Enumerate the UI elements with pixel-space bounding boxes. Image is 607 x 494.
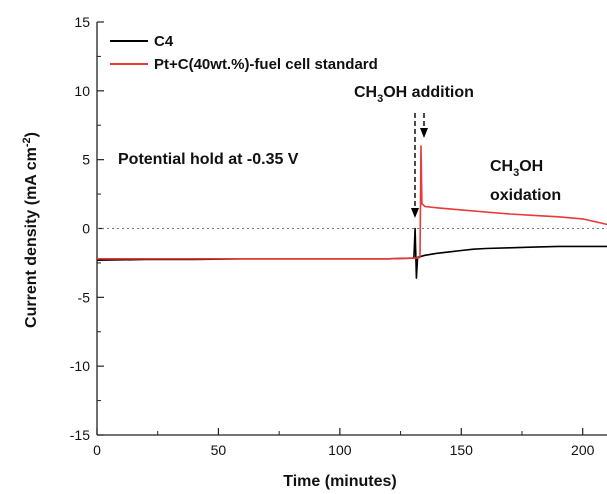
y-tick-label: 0 bbox=[82, 221, 90, 237]
addition-annotation: CH3OH addition bbox=[354, 84, 474, 105]
legend-label-pt: Pt+C(40wt.%)-fuel cell standard bbox=[154, 56, 378, 73]
series-layer bbox=[96, 145, 607, 279]
oxidation-annotation-line1: CH3OH bbox=[490, 158, 543, 179]
x-axis-title: Time (minutes) bbox=[283, 473, 397, 490]
y-tick-label: -10 bbox=[70, 358, 90, 374]
series-line-pt-c bbox=[97, 145, 607, 260]
axis-ticks bbox=[96, 21, 584, 436]
tick-labels: 0 50 100 150 200 -15 -10 -5 0 5 10 15 bbox=[70, 14, 595, 458]
pt-addition-arrowhead bbox=[420, 128, 428, 138]
x-tick-label: 0 bbox=[93, 442, 101, 458]
x-tick-label: 150 bbox=[450, 442, 474, 458]
y-tick-label: 15 bbox=[74, 14, 90, 30]
x-tick-label: 50 bbox=[211, 442, 227, 458]
addition-arrows bbox=[411, 113, 428, 218]
x-tick-label: 100 bbox=[328, 442, 352, 458]
legend: C4 Pt+C(40wt.%)-fuel cell standard bbox=[110, 33, 378, 73]
y-tick-label: 10 bbox=[74, 83, 90, 99]
y-tick-label: 5 bbox=[82, 152, 90, 168]
y-tick-label: -15 bbox=[70, 427, 90, 443]
y-axis-title: Current density (mA cm-2) bbox=[21, 132, 40, 328]
y-tick-label: -5 bbox=[78, 289, 91, 305]
c4-addition-arrowhead bbox=[411, 208, 419, 218]
hold-annotation: Potential hold at -0.35 V bbox=[118, 151, 299, 168]
x-tick-label: 200 bbox=[571, 442, 595, 458]
series-line-c4 bbox=[96, 227, 607, 279]
legend-label-c4: C4 bbox=[154, 33, 174, 50]
oxidation-annotation-line2: oxidation bbox=[490, 187, 561, 204]
